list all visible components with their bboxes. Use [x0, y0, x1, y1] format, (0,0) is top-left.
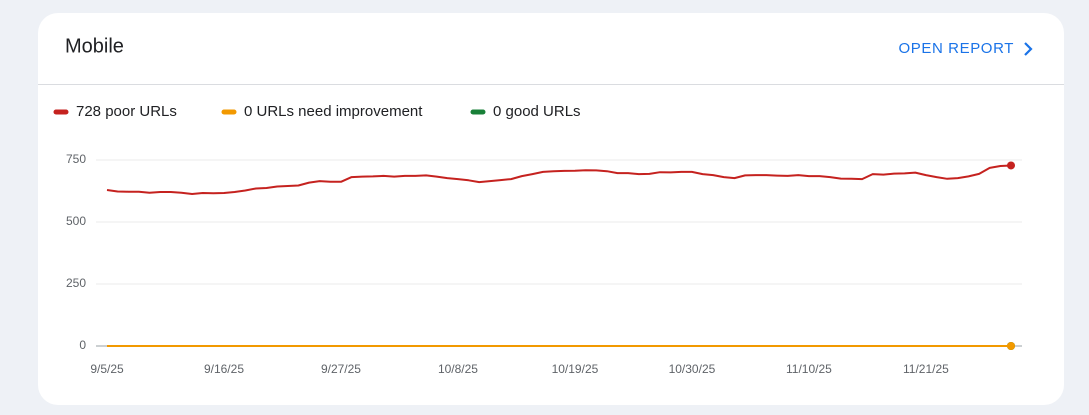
x-tick-label: 10/19/25	[552, 362, 599, 376]
y-tick-label: 0	[79, 338, 86, 352]
chevron-icon[interactable]	[1024, 42, 1033, 56]
x-tick-label: 10/8/25	[438, 362, 478, 376]
y-tick-label: 250	[66, 276, 86, 290]
y-tick-label: 500	[66, 214, 86, 228]
x-tick-label: 10/30/25	[669, 362, 716, 376]
open-report[interactable]: OPEN REPORT	[898, 40, 1033, 57]
legend-label: 728 poor URLs	[76, 103, 177, 120]
series-line	[106, 164, 1012, 195]
card-title: Mobile	[65, 35, 124, 57]
y-tick-label: 750	[66, 152, 86, 166]
x-tick-label: 11/10/25	[786, 362, 832, 376]
x-tick-label: 9/5/25	[90, 362, 124, 376]
x-tick-label: 9/16/25	[204, 362, 244, 376]
end-point	[1007, 342, 1015, 350]
card	[38, 13, 1064, 405]
x-tick-label: 11/21/25	[903, 362, 949, 376]
open-report-label[interactable]: OPEN REPORT	[898, 40, 1014, 57]
legend-label: 0 good URLs	[493, 103, 581, 120]
x-tick-label: 9/27/25	[321, 362, 361, 376]
legend-label: 0 URLs need improvement	[244, 103, 423, 120]
end-point	[1007, 161, 1015, 170]
